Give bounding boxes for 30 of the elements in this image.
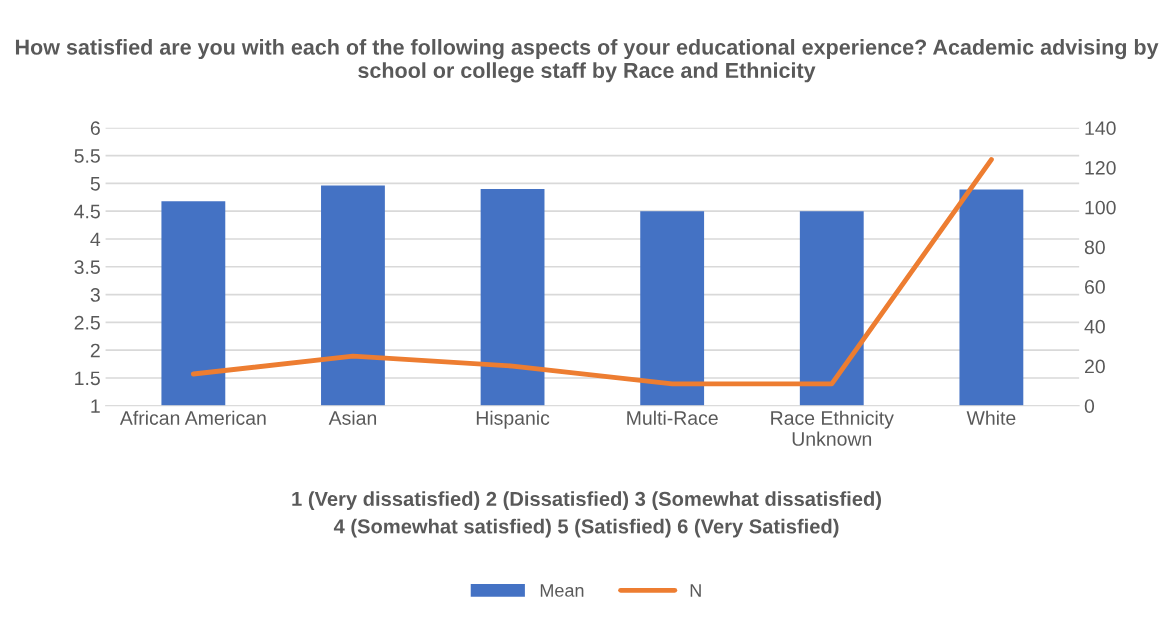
y-tick-label: 3.5 (74, 260, 100, 275)
y-tick-label: 5 (90, 177, 100, 191)
x-tick-label: African American (119, 410, 266, 425)
legend-label: Mean (540, 584, 584, 597)
y2-tick-label: 60 (1085, 280, 1105, 294)
y2-tick-label: 120 (1085, 160, 1116, 175)
y2-tick-label: 0 (1084, 399, 1095, 413)
y-tick-label: 4 (90, 232, 101, 247)
y-tick-label: 3 (90, 288, 100, 302)
x-tick-label: Asian (328, 410, 377, 425)
y-tick-label: 2.5 (74, 315, 100, 330)
y-tick-label: 1.5 (75, 371, 100, 386)
y-tick-label: 2 (90, 343, 100, 358)
x-tick-label: Hispanic (476, 410, 550, 429)
y2-tick-label: 100 (1085, 200, 1116, 215)
y2-tick-label: 140 (1085, 121, 1116, 136)
y-tick-label: 6 (90, 121, 100, 136)
chart-title: How satisfied are you with each of the following aspects of your educational experience? Academic advising by school or college staff by Race and Ethnicity (15, 38, 1159, 83)
legend-label: N (690, 584, 701, 597)
y2-tick-label: 20 (1085, 359, 1105, 374)
x-tick-label: Race Ethnicity Unknown (771, 410, 894, 446)
y-tick-label: 4.5 (74, 204, 100, 219)
y2-tick-label: 40 (1084, 319, 1105, 334)
line-series (190, 157, 994, 387)
y-tick-label: 1 (91, 399, 100, 413)
text: 1 (Very dissatisfied) 2 (Dissatisfied) 3 (Somewhat dissatisfied) 4 (Somewhat satisfied) 5 (Satisfied) 6 (Very Satisfied) (292, 491, 881, 538)
x-tick-label: White (966, 410, 1016, 425)
y-tick-label: 5.5 (74, 149, 100, 163)
y2-tick-label: 80 (1084, 240, 1105, 255)
x-tick-label: Multi-Race (627, 410, 718, 425)
